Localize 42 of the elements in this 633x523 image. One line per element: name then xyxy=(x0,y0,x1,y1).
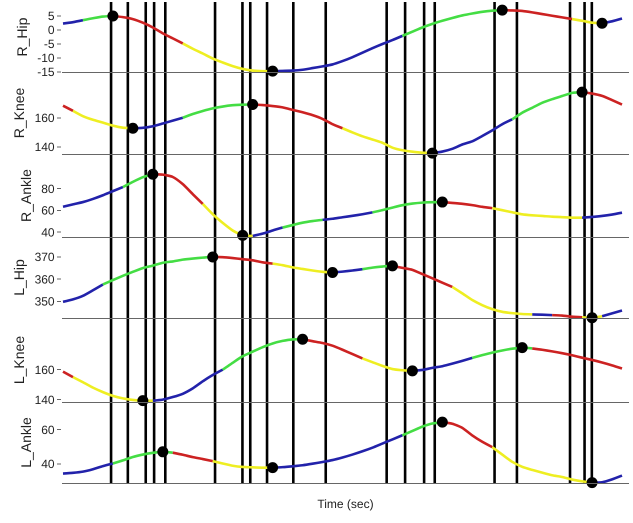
y-tick-label: 140 xyxy=(34,140,55,154)
y-axis-title: L_Hip xyxy=(11,259,28,296)
point xyxy=(436,416,448,428)
point xyxy=(247,99,258,110)
point xyxy=(436,196,448,208)
y-axis-title: R_Ankle xyxy=(18,168,34,222)
point xyxy=(386,260,398,272)
point xyxy=(127,122,138,134)
point xyxy=(157,446,168,458)
point xyxy=(516,342,528,354)
y-tick-label: 0 xyxy=(48,23,55,38)
point xyxy=(207,251,218,262)
y-tick-label: -5 xyxy=(44,37,55,52)
y-tick-label: 60 xyxy=(41,422,55,437)
y-axis-title: R_Hip xyxy=(14,17,30,56)
y-tick-label: 160 xyxy=(34,362,55,377)
point xyxy=(327,267,338,278)
point xyxy=(406,365,418,376)
y-axis-title: L_Knee xyxy=(11,336,28,384)
y-tick-label: 160 xyxy=(34,111,55,126)
y-tick-label: 80 xyxy=(41,182,55,196)
y-tick-label: -10 xyxy=(37,51,55,66)
point xyxy=(596,18,608,29)
y-tick-label: 40 xyxy=(41,225,55,240)
y-tick-label: 370 xyxy=(34,250,55,264)
point xyxy=(137,395,148,406)
y-tick-label: -15 xyxy=(37,65,55,80)
y-axis-title: L_Ankle xyxy=(18,416,34,468)
point xyxy=(147,168,158,180)
y-axis-title: R_Knee xyxy=(11,87,28,138)
x-axis-title: Time (sec) xyxy=(317,496,374,511)
y-tick-label: 40 xyxy=(41,457,55,472)
y-tick-label: 360 xyxy=(34,272,55,286)
point xyxy=(496,4,508,16)
point xyxy=(297,334,308,345)
y-tick-label: 5 xyxy=(48,9,55,24)
point xyxy=(576,86,588,98)
point xyxy=(267,462,278,474)
y-tick-label: 60 xyxy=(41,204,55,218)
y-tick-label: 140 xyxy=(34,392,55,407)
y-tick-label: 350 xyxy=(34,294,55,309)
point xyxy=(107,10,118,22)
